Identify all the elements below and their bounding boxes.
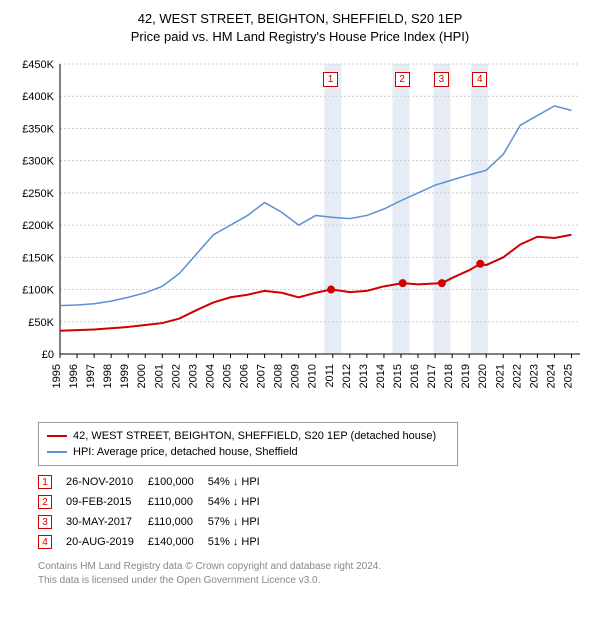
svg-text:2025: 2025 <box>562 364 574 388</box>
legend-row: 42, WEST STREET, BEIGHTON, SHEFFIELD, S2… <box>47 428 449 444</box>
svg-text:2006: 2006 <box>239 364 251 388</box>
tx-price: £100,000 <box>148 472 208 492</box>
title-line-2: Price paid vs. HM Land Registry's House … <box>10 28 590 46</box>
tx-pct: 51% ↓ HPI <box>208 532 274 552</box>
tx-date: 09-FEB-2015 <box>66 492 148 512</box>
svg-text:2023: 2023 <box>528 364 540 388</box>
marker-number: 4 <box>38 535 52 549</box>
svg-text:£0: £0 <box>42 349 54 361</box>
svg-text:£300K: £300K <box>22 156 54 168</box>
svg-text:2000: 2000 <box>136 364 148 388</box>
chart-marker: 1 <box>323 72 338 87</box>
svg-text:2024: 2024 <box>545 364 557 388</box>
svg-text:2011: 2011 <box>324 364 336 388</box>
legend-swatch-hpi <box>47 451 67 453</box>
svg-text:£250K: £250K <box>22 188 54 200</box>
chart-marker: 3 <box>434 72 449 87</box>
tx-date: 26-NOV-2010 <box>66 472 148 492</box>
svg-text:1996: 1996 <box>68 364 80 388</box>
svg-text:2005: 2005 <box>221 364 233 388</box>
svg-text:£150K: £150K <box>22 253 54 265</box>
svg-text:2017: 2017 <box>426 364 438 388</box>
tx-pct: 57% ↓ HPI <box>208 512 274 532</box>
svg-text:2001: 2001 <box>153 364 165 388</box>
transaction-row: 4 20-AUG-2019£140,00051% ↓ HPI <box>38 532 274 552</box>
transactions-table: 1 26-NOV-2010£100,00054% ↓ HPI 2 09-FEB-201… <box>38 472 274 552</box>
svg-text:2015: 2015 <box>392 364 404 388</box>
chart-marker: 2 <box>395 72 410 87</box>
svg-text:£350K: £350K <box>22 124 54 136</box>
chart-svg: £0 £50K £100K £150K £200K £250K £300K £350K £400… <box>10 54 590 414</box>
footer-line: Contains HM Land Registry data © Crown c… <box>38 560 590 574</box>
svg-text:1995: 1995 <box>51 364 63 388</box>
legend-label: 42, WEST STREET, BEIGHTON, SHEFFIELD, S2… <box>73 430 436 442</box>
marker-number: 1 <box>38 475 52 489</box>
transaction-row: 3 30-MAY-2017£110,00057% ↓ HPI <box>38 512 274 532</box>
tx-price: £140,000 <box>148 532 208 552</box>
tx-date: 20-AUG-2019 <box>66 532 148 552</box>
svg-text:2021: 2021 <box>494 364 506 388</box>
svg-text:2004: 2004 <box>204 364 216 388</box>
title-line-1: 42, WEST STREET, BEIGHTON, SHEFFIELD, S2… <box>10 10 590 28</box>
legend-label: HPI: Average price, detached house, Shef… <box>73 446 298 458</box>
tx-pct: 54% ↓ HPI <box>208 492 274 512</box>
svg-text:2016: 2016 <box>409 364 421 388</box>
transaction-row: 1 26-NOV-2010£100,00054% ↓ HPI <box>38 472 274 492</box>
svg-text:2013: 2013 <box>358 364 370 388</box>
svg-text:2010: 2010 <box>307 364 319 388</box>
chart-marker: 4 <box>472 72 487 87</box>
svg-text:2012: 2012 <box>341 364 353 388</box>
svg-text:2014: 2014 <box>375 364 387 388</box>
svg-text:£400K: £400K <box>22 92 54 104</box>
svg-text:1997: 1997 <box>85 364 97 388</box>
svg-text:£450K: £450K <box>22 59 54 71</box>
footer-line: This data is licensed under the Open Gov… <box>38 574 590 588</box>
price-chart: £0 £50K £100K £150K £200K £250K £300K £350K £400… <box>10 54 590 414</box>
marker-number: 2 <box>38 495 52 509</box>
svg-text:£200K: £200K <box>22 220 54 232</box>
tx-price: £110,000 <box>148 492 208 512</box>
footer: Contains HM Land Registry data © Crown c… <box>38 560 590 587</box>
tx-price: £110,000 <box>148 512 208 532</box>
tx-pct: 54% ↓ HPI <box>208 472 274 492</box>
svg-text:2002: 2002 <box>170 364 182 388</box>
marker-number: 3 <box>38 515 52 529</box>
chart-title: 42, WEST STREET, BEIGHTON, SHEFFIELD, S2… <box>10 10 590 46</box>
svg-text:2009: 2009 <box>290 364 302 388</box>
legend-swatch-property <box>47 435 67 437</box>
svg-text:2020: 2020 <box>477 364 489 388</box>
svg-text:2019: 2019 <box>460 364 472 388</box>
svg-text:1999: 1999 <box>119 364 131 388</box>
svg-text:2018: 2018 <box>443 364 455 388</box>
tx-date: 30-MAY-2017 <box>66 512 148 532</box>
legend-row: HPI: Average price, detached house, Shef… <box>47 444 449 460</box>
svg-text:2008: 2008 <box>273 364 285 388</box>
svg-text:2003: 2003 <box>187 364 199 388</box>
svg-text:£100K: £100K <box>22 285 54 297</box>
svg-text:2022: 2022 <box>511 364 523 388</box>
svg-text:2007: 2007 <box>256 364 268 388</box>
legend: 42, WEST STREET, BEIGHTON, SHEFFIELD, S2… <box>38 422 458 466</box>
svg-text:1998: 1998 <box>102 364 114 388</box>
transaction-row: 2 09-FEB-2015£110,00054% ↓ HPI <box>38 492 274 512</box>
svg-text:£50K: £50K <box>28 317 54 329</box>
